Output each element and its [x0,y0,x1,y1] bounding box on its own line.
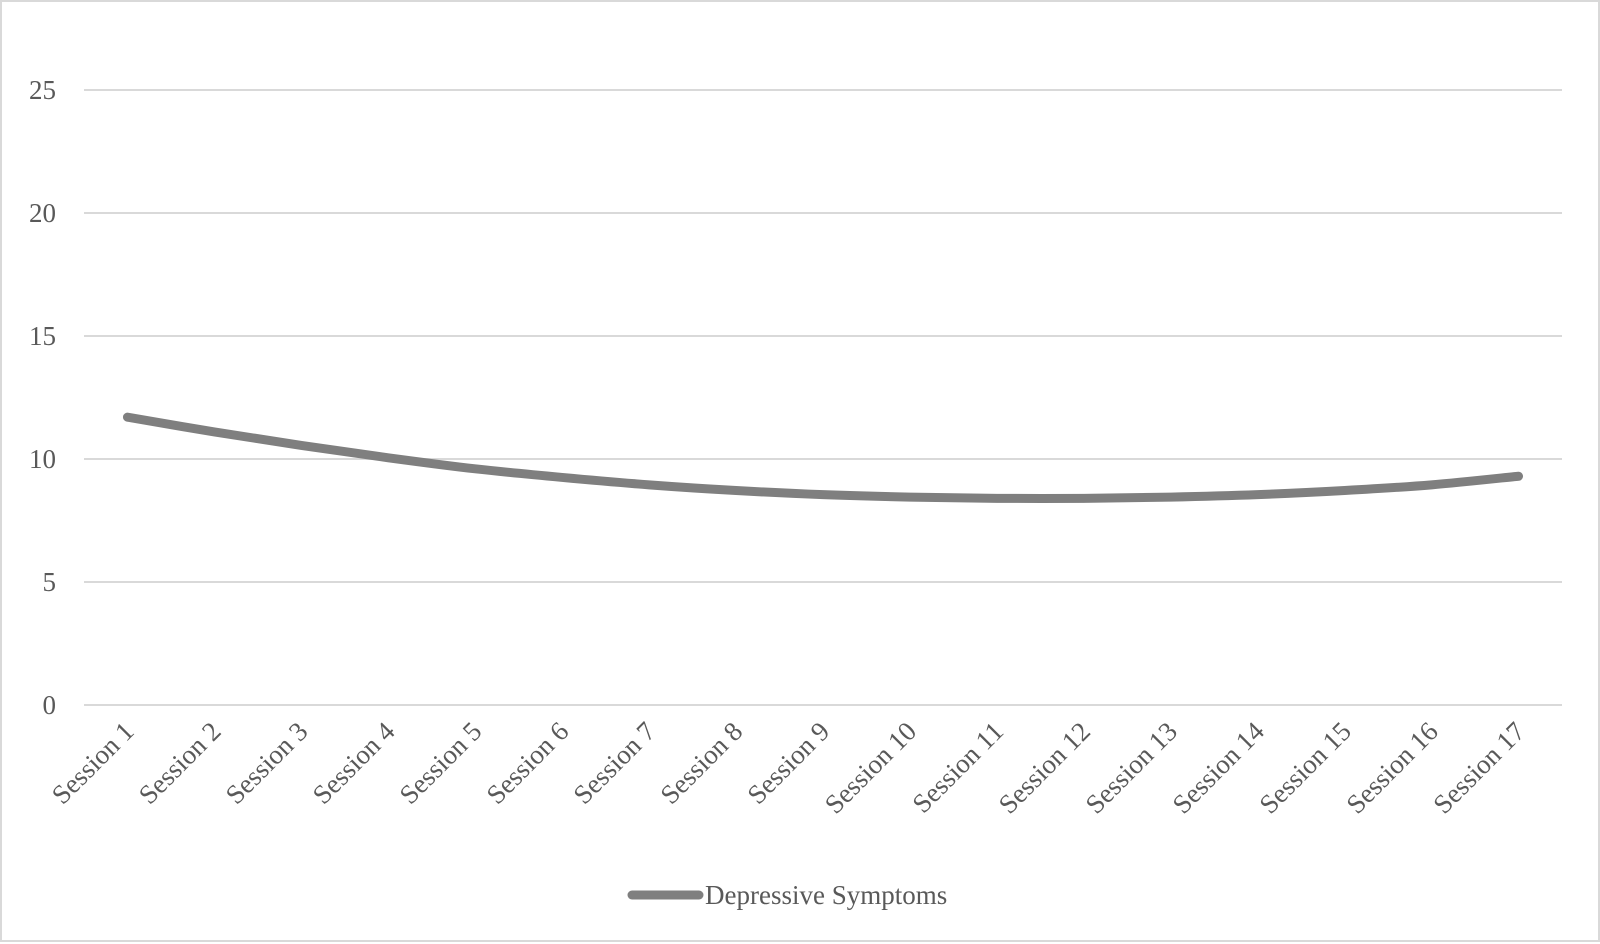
gridlines [84,89,1562,706]
x-tick-label: Session 12 [993,716,1096,819]
x-tick-label: Session 1 [46,716,140,810]
x-tick-label: Session 2 [133,716,227,810]
series-line-0 [122,412,1524,504]
x-tick-label: Session 4 [307,716,401,810]
legend-label: Depressive Symptoms [705,880,947,910]
x-tick-label: Session 5 [394,716,488,810]
x-tick-label: Session 8 [654,716,748,810]
y-tick-label: 20 [29,198,56,228]
y-tick-label: 15 [29,321,56,351]
x-tick-label: Session 11 [906,716,1009,819]
x-tick-label: Session 15 [1253,716,1356,819]
x-tick-label: Session 13 [1080,716,1183,819]
y-tick-label: 10 [29,444,56,474]
y-tick-label: 5 [43,567,57,597]
x-tick-label: Session 7 [567,716,661,810]
x-tick-label: Session 16 [1340,716,1443,819]
x-tick-label: Session 10 [819,716,922,819]
x-tick-label: Session 3 [220,716,314,810]
y-tick-label: 0 [43,690,57,720]
legend: Depressive Symptoms [627,880,947,910]
y-axis-ticks: 0 5 10 15 20 25 [29,75,56,720]
x-tick-label: Session 14 [1167,716,1271,820]
series-layer [122,412,1524,504]
y-tick-label: 25 [29,75,56,105]
x-tick-label: Session 17 [1427,716,1530,819]
x-tick-label: Session 6 [481,716,575,810]
